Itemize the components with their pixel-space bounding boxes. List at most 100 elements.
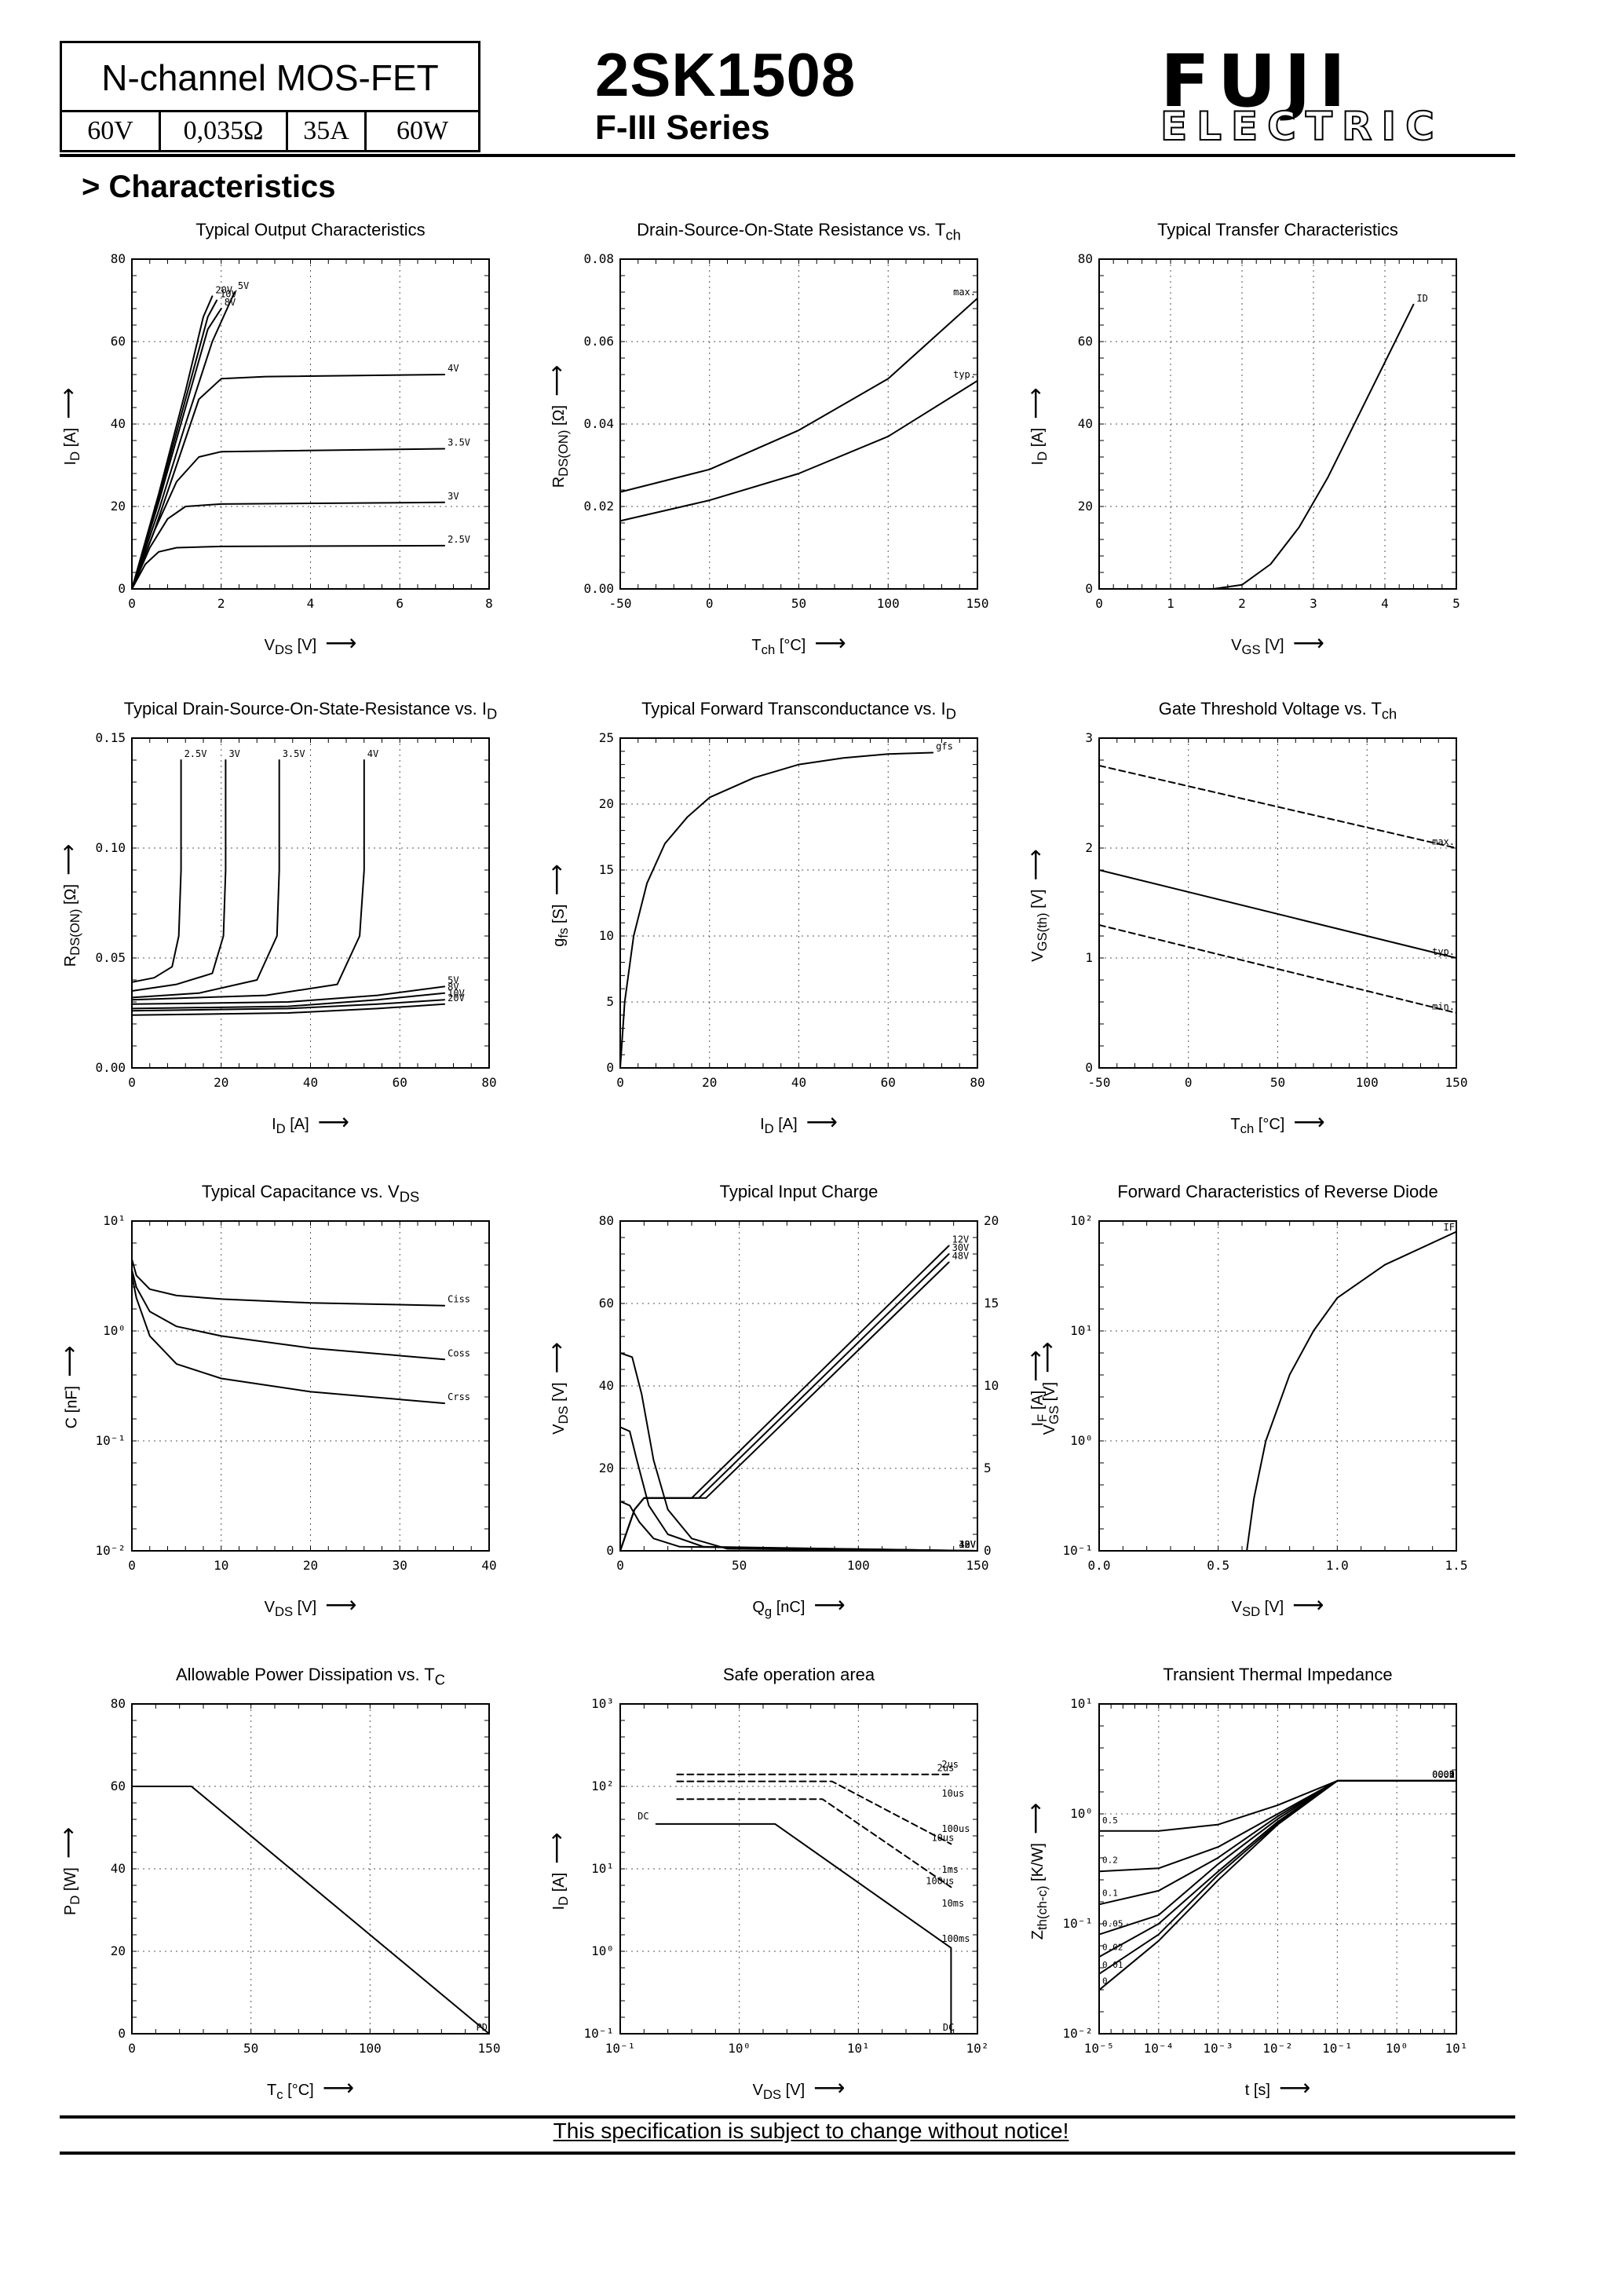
x-tick-label: 10² <box>966 2041 989 2056</box>
x-tick-label: 8 <box>485 596 493 611</box>
y-tick-label: 80 <box>1078 251 1093 266</box>
series-label: 8V <box>448 982 458 993</box>
x-tick-label: 30 <box>393 1558 407 1573</box>
footer-note: This specification is subject to change … <box>553 2119 1069 2143</box>
chart-title: Typical Capacitance vs. VDS <box>201 1182 420 1205</box>
x-tick-label: 150 <box>966 1558 989 1573</box>
series-name: F-III Series <box>595 108 770 147</box>
series-label: min. <box>1432 1001 1455 1012</box>
series-label: 5V <box>238 280 249 291</box>
x-tick-label: 10⁰ <box>728 2041 751 2056</box>
series-label: Crss <box>448 1391 470 1402</box>
y-tick-label: 40 <box>1078 416 1093 431</box>
series-label: 4V <box>448 363 458 374</box>
y-tick-label: 0.15 <box>95 730 126 745</box>
series-label: ID <box>1416 293 1427 304</box>
device-type: N-channel MOS-FET <box>62 43 478 112</box>
series-line-crss <box>131 1274 446 1405</box>
series-label: PD <box>477 2022 488 2033</box>
duty-label: 0.05 <box>1102 1918 1123 1929</box>
y-tick-label: 0.06 <box>583 334 614 349</box>
y-axis-label: IF [A] ⟶ <box>1023 1350 1050 1427</box>
series-line-vds-30v <box>619 1426 978 1552</box>
x-tick-label: 40 <box>481 1558 496 1573</box>
x-tick-label: 10⁻¹ <box>605 2041 636 2056</box>
series-line-vds-12v <box>619 1501 978 1552</box>
series-line-dc <box>655 1823 952 2035</box>
y-tick-label: 10¹ <box>1070 1696 1093 1711</box>
x-tick-label: 0 <box>616 1558 624 1573</box>
x-tick-label: 20 <box>303 1558 318 1573</box>
y-tick-label: 20 <box>111 1943 126 1958</box>
series-line-8v <box>131 308 222 590</box>
plot-frame <box>1098 1220 1457 1552</box>
series-label: 8V <box>225 297 236 308</box>
series-line-2-5v <box>131 759 182 983</box>
chart-title: Typical Transfer Characteristics <box>1157 220 1398 239</box>
y-tick-label: 20 <box>1078 499 1093 514</box>
x-tick-label: 4 <box>1381 596 1389 611</box>
y-tick-label: 10³ <box>591 1696 614 1711</box>
y2-tick-label: 20 <box>984 1213 999 1228</box>
series-label: 5V <box>448 974 458 985</box>
chart-title: Typical Forward Transconductance vs. ID <box>641 699 956 722</box>
x-tick-label: 10⁻³ <box>1203 2041 1233 2056</box>
y-tick-label: 0 <box>606 1060 614 1075</box>
x-tick-label: 40 <box>791 1075 806 1090</box>
series-label: 2us <box>937 1763 955 1774</box>
y-axis-label: RDS(ON) [Ω] ⟶ <box>544 364 571 488</box>
series-line-5v <box>131 291 236 590</box>
x-axis-label: VDS [V] ⟶ <box>264 1592 357 1619</box>
chart-title: Transient Thermal Impedance <box>1163 1665 1393 1684</box>
chart-title: Typical Input Charge <box>719 1182 879 1201</box>
y-tick-label: 10⁻² <box>1062 2026 1093 2041</box>
series-line-20v <box>131 1003 446 1016</box>
x-tick-label: 80 <box>481 1075 496 1090</box>
y-tick-label: 10² <box>591 1779 614 1793</box>
y-axis-label: ID [A] ⟶ <box>1023 387 1050 466</box>
x-tick-label: 100 <box>359 2041 382 2056</box>
soa-label: 100ms <box>941 1933 970 1944</box>
series-label: 3V <box>448 491 458 502</box>
series-label: max. <box>953 287 976 298</box>
series-label: 4V <box>367 748 378 759</box>
y-tick-label: 10⁰ <box>1070 1806 1093 1821</box>
series-label: IF <box>1444 1222 1455 1233</box>
series-label: gfs <box>936 740 953 751</box>
series-line-3v <box>131 759 227 992</box>
duty-label: 0.2 <box>1102 1855 1118 1866</box>
x-axis-label: VGS [V] ⟶ <box>1231 631 1324 657</box>
x-tick-label: 3 <box>1310 596 1317 611</box>
series-label: 3.5V <box>283 748 305 759</box>
x-tick-label: 0 <box>128 2041 136 2056</box>
series-label: typ. <box>953 369 976 380</box>
y-tick-label: 0 <box>118 581 126 596</box>
x-tick-label: 6 <box>396 596 404 611</box>
chart-title: Drain-Source-On-State Resistance vs. Tch <box>637 220 961 243</box>
y-tick-label: 0.00 <box>95 1060 126 1075</box>
part-number: 2SK1508 <box>595 40 857 109</box>
chart-title: Typical Output Characteristics <box>195 220 426 239</box>
y-tick-label: 10⁻² <box>95 1543 126 1558</box>
series-line-if <box>1246 1230 1457 1552</box>
duty-label: 0.5 <box>1102 1815 1118 1826</box>
x-tick-label: 0.0 <box>1088 1558 1111 1573</box>
soa-label: 10ms <box>941 1898 964 1909</box>
y-tick-label: 0.00 <box>583 581 614 596</box>
x-tick-label: 10⁻⁴ <box>1144 2041 1174 2056</box>
spec-voltage: 60V <box>62 112 161 150</box>
series-label: DC <box>943 2022 954 2033</box>
y-tick-label: 0.02 <box>583 499 614 514</box>
x-tick-label: 0 <box>128 596 136 611</box>
x-tick-label: 80 <box>970 1075 985 1090</box>
soa-label: 100us <box>941 1823 970 1834</box>
y-axis-label: VDS [V] ⟶ <box>544 1342 571 1435</box>
soa-label: 1ms <box>941 1864 959 1875</box>
series-label: 0.02 <box>1432 1769 1455 1780</box>
y-tick-label: 10⁻¹ <box>1062 1916 1093 1931</box>
y-tick-label: 0 <box>1085 581 1093 596</box>
spec-row: 60V 0,035Ω 35A 60W <box>62 112 478 150</box>
plot-frame <box>131 258 490 590</box>
chart-c3: 0 1 2 3 4 5 0 20 40 60 80 ID <box>1078 251 1460 611</box>
